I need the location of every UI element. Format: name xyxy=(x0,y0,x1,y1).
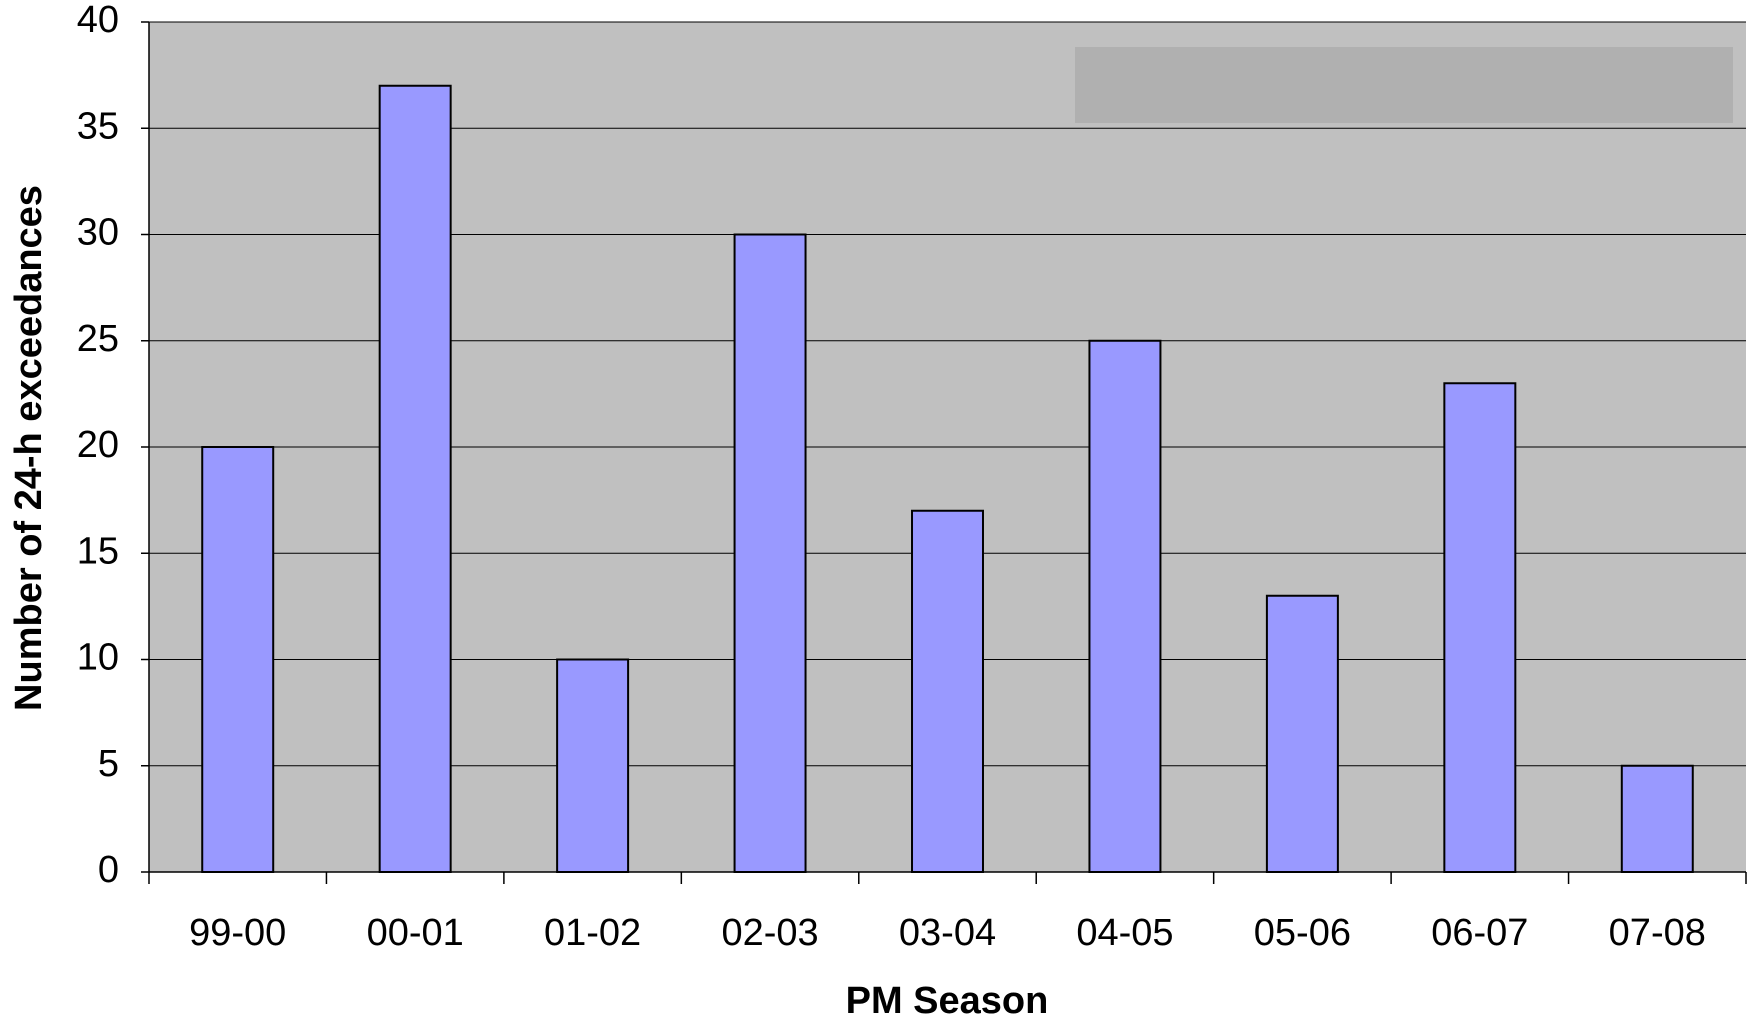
x-tick-label: 04-05 xyxy=(1076,912,1173,954)
y-tick-label: 40 xyxy=(77,0,119,41)
x-tick-label: 00-01 xyxy=(367,912,464,954)
y-tick-label: 20 xyxy=(77,424,119,466)
bar xyxy=(1265,594,1339,873)
bar xyxy=(201,446,275,873)
bar xyxy=(911,509,984,873)
x-tick-label: 06-07 xyxy=(1431,912,1528,954)
legend-box xyxy=(1075,47,1733,123)
y-tick-label: 15 xyxy=(77,530,119,572)
x-tick-label: 05-06 xyxy=(1254,912,1351,954)
bar xyxy=(733,233,807,873)
bar xyxy=(378,84,452,873)
x-tick-label: 07-08 xyxy=(1609,912,1706,954)
y-tick-label: 10 xyxy=(77,637,119,679)
y-tick-label: 25 xyxy=(77,318,119,360)
bar xyxy=(1620,764,1694,873)
y-tick-label: 5 xyxy=(98,743,119,785)
x-tick-label: 01-02 xyxy=(544,912,641,954)
bar xyxy=(556,658,630,873)
x-tick-label: 99-00 xyxy=(189,912,286,954)
x-tick-label: 03-04 xyxy=(899,912,996,954)
y-tick-label: 30 xyxy=(77,212,119,254)
x-axis-title: PM Season xyxy=(846,980,1049,1021)
bar xyxy=(1443,382,1517,873)
x-tick-label: 02-03 xyxy=(721,912,818,954)
y-tick-label: 0 xyxy=(98,849,119,891)
bar xyxy=(1088,339,1162,873)
y-axis-title: Number of 24-h exceedances xyxy=(8,185,50,711)
y-tick-label: 35 xyxy=(77,105,119,147)
